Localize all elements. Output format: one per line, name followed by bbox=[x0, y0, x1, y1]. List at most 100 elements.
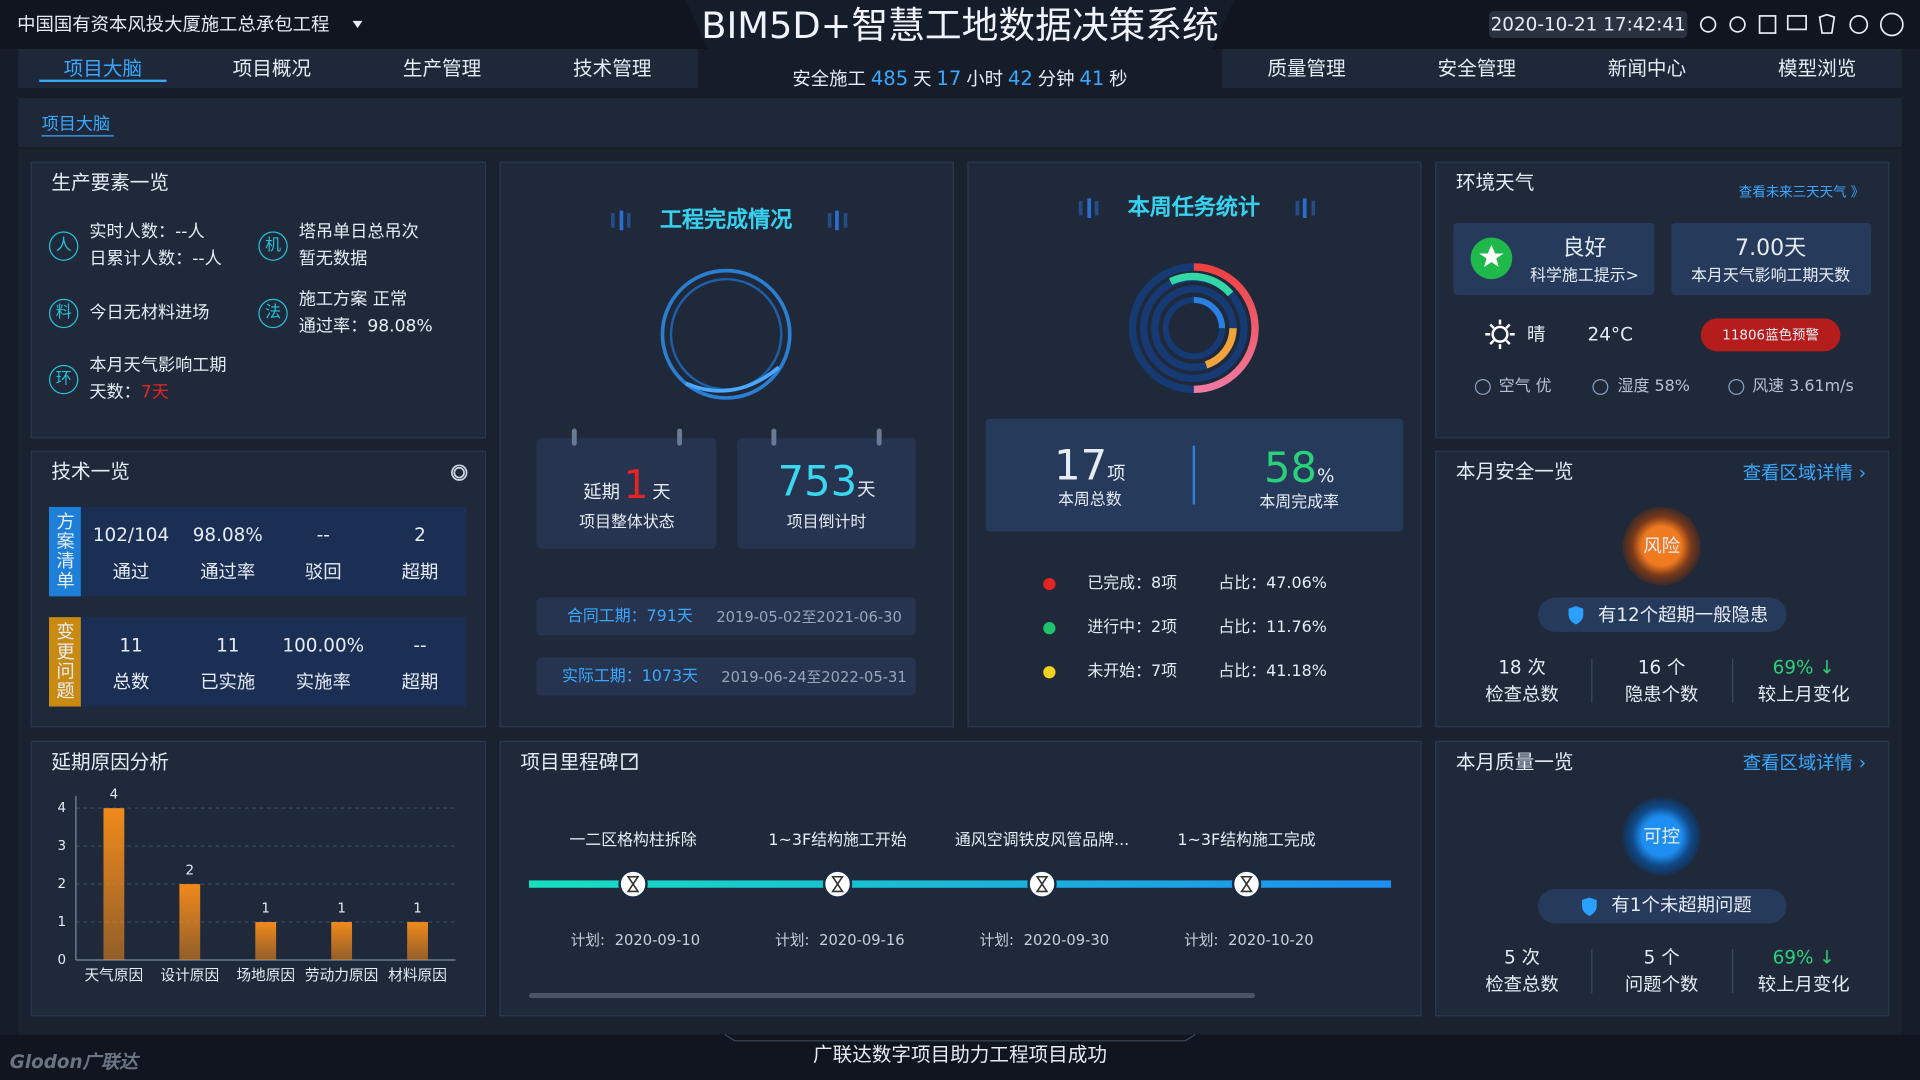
plan-date: 2020-09-10 bbox=[614, 931, 701, 949]
panel-title: 本月质量一览 bbox=[1455, 749, 1574, 774]
cell-label: 通过率 bbox=[200, 560, 256, 583]
plan-label: 计划: bbox=[979, 931, 1014, 949]
weather-tip[interactable]: 科学施工提示> bbox=[1530, 267, 1639, 286]
counter-number: 485 bbox=[870, 66, 909, 90]
divider bbox=[1192, 445, 1196, 505]
counter-text: 天 bbox=[913, 67, 932, 90]
scrollbar[interactable] bbox=[528, 993, 1256, 998]
rate-value: 58 bbox=[1263, 444, 1317, 493]
hourglass bbox=[1240, 875, 1253, 893]
completion-ring bbox=[660, 268, 792, 400]
period-bar bbox=[536, 657, 916, 696]
milestone-line bbox=[528, 880, 1392, 888]
nav-item[interactable]: 技术管理 bbox=[573, 56, 652, 81]
stat-label: 隐患个数 bbox=[1624, 683, 1699, 706]
status-badge: 可控 bbox=[1643, 825, 1681, 848]
dropdown-arrow[interactable] bbox=[352, 20, 363, 29]
project-name[interactable]: 中国国有资本风投大厦施工总承包工程 bbox=[17, 13, 330, 36]
stat-value: 16 个 bbox=[1637, 656, 1686, 679]
detail-link[interactable]: 查看区域详情 › bbox=[1742, 751, 1867, 774]
weather-icons bbox=[1470, 237, 1745, 395]
countdown-value: 753 bbox=[777, 457, 858, 507]
chart-title: 延期原因分析 bbox=[51, 749, 169, 774]
task-rate: 58% bbox=[1264, 444, 1334, 494]
item-highlight: 7天 bbox=[140, 382, 169, 403]
nav-item[interactable]: 新闻中心 bbox=[1607, 56, 1687, 81]
nav-item[interactable]: 模型浏览 bbox=[1777, 56, 1857, 81]
x-tick-label: 材料原因 bbox=[388, 967, 447, 984]
plan-date: 2020-09-30 bbox=[1023, 931, 1110, 949]
stat-value: 69% ↓ bbox=[1772, 656, 1835, 679]
nav-right-bg bbox=[1222, 48, 1902, 89]
task-total: 17项 bbox=[1054, 442, 1125, 492]
y-tick-label: 3 bbox=[58, 839, 67, 854]
nav-item[interactable]: 质量管理 bbox=[1267, 56, 1346, 81]
group-tag bbox=[48, 617, 81, 707]
popout-icon[interactable] bbox=[621, 753, 638, 770]
panel-title: 技术一览 bbox=[51, 459, 130, 483]
panel-title: 工程完成情况 bbox=[660, 207, 793, 233]
delay-unit: 天 bbox=[652, 480, 671, 504]
task-status: 进行中：2项 bbox=[1087, 618, 1178, 637]
x-tick-label: 天气原因 bbox=[84, 967, 143, 984]
panel bbox=[1435, 161, 1890, 439]
weather-stat: 湿度 58% bbox=[1617, 377, 1690, 396]
item-icon: 料 bbox=[48, 298, 79, 329]
y-tick-label: 0 bbox=[58, 953, 67, 968]
period-label: 实际工期：1073天 bbox=[562, 667, 699, 686]
header-icons[interactable] bbox=[1699, 12, 1904, 37]
alert-pill bbox=[1700, 318, 1841, 352]
item-icon: 环 bbox=[48, 364, 79, 395]
nav-item[interactable]: 项目概况 bbox=[232, 56, 312, 81]
panel-title: 生产要素一览 bbox=[51, 170, 169, 194]
countdown-unit: 天 bbox=[857, 478, 876, 501]
breadcrumb[interactable]: 项目大脑 bbox=[41, 114, 111, 135]
card-label: 项目整体状态 bbox=[579, 513, 675, 532]
plan-date: 2020-09-16 bbox=[819, 931, 905, 949]
value-label: 1 bbox=[261, 902, 270, 917]
panel-title: 项目里程碑 bbox=[520, 749, 619, 774]
cell-label: 实施率 bbox=[295, 671, 351, 694]
value-label: 2 bbox=[186, 864, 195, 879]
nav-item[interactable]: 安全管理 bbox=[1437, 56, 1516, 81]
panel bbox=[30, 161, 487, 439]
gear-icon[interactable] bbox=[451, 464, 468, 481]
nav-item[interactable]: 项目大脑 bbox=[63, 56, 143, 81]
delay-value: 1 bbox=[623, 461, 649, 508]
detail-link[interactable]: 查看区域详情 › bbox=[1742, 461, 1867, 484]
stat-label: 较上月变化 bbox=[1757, 973, 1850, 996]
stat-value: 5 个 bbox=[1643, 946, 1680, 969]
milestone-name: 通风空调铁皮风管品牌... bbox=[954, 831, 1130, 851]
counter-number: 42 bbox=[1007, 66, 1033, 90]
counter-number: 41 bbox=[1079, 66, 1105, 90]
cell-value: -- bbox=[316, 524, 330, 547]
value-label: 4 bbox=[110, 788, 119, 803]
item-text: 天数：7天 bbox=[89, 383, 168, 404]
plan-label: 计划: bbox=[1184, 931, 1219, 949]
cell-label: 超期 bbox=[401, 560, 439, 583]
x-tick-label: 劳动力原因 bbox=[305, 967, 378, 984]
safety-counter: 安全施工 485 天 17 小时 42 分钟 41 秒 bbox=[790, 67, 1130, 90]
y-tick-label: 2 bbox=[58, 877, 67, 892]
bar bbox=[103, 808, 125, 961]
task-status: 已完成：8项 bbox=[1087, 574, 1178, 593]
counter-text: 小时 bbox=[966, 67, 1003, 90]
weather-days: 7.00天 bbox=[1735, 235, 1807, 262]
delay: 延期 1 天 bbox=[583, 461, 670, 508]
shield-icons bbox=[1568, 606, 1597, 916]
item-text: 今日无材料进场 bbox=[89, 303, 210, 323]
period-bar bbox=[536, 597, 916, 636]
stat-label: 检查总数 bbox=[1485, 683, 1559, 706]
y-tick-label: 4 bbox=[58, 801, 67, 816]
cell-label: 通过 bbox=[112, 560, 150, 583]
nav-item[interactable]: 生产管理 bbox=[402, 56, 482, 81]
air-quality: 良好 bbox=[1562, 235, 1607, 262]
weather-link[interactable]: 查看未来三天天气 》 bbox=[1738, 184, 1865, 201]
title-deco bbox=[611, 198, 1316, 231]
weather-alert: 11806蓝色预警 bbox=[1722, 327, 1819, 344]
task-status: 未开始：7项 bbox=[1087, 662, 1178, 682]
card-label: 项目倒计时 bbox=[786, 513, 867, 532]
panel bbox=[1435, 450, 1890, 728]
card-pins bbox=[571, 428, 882, 446]
